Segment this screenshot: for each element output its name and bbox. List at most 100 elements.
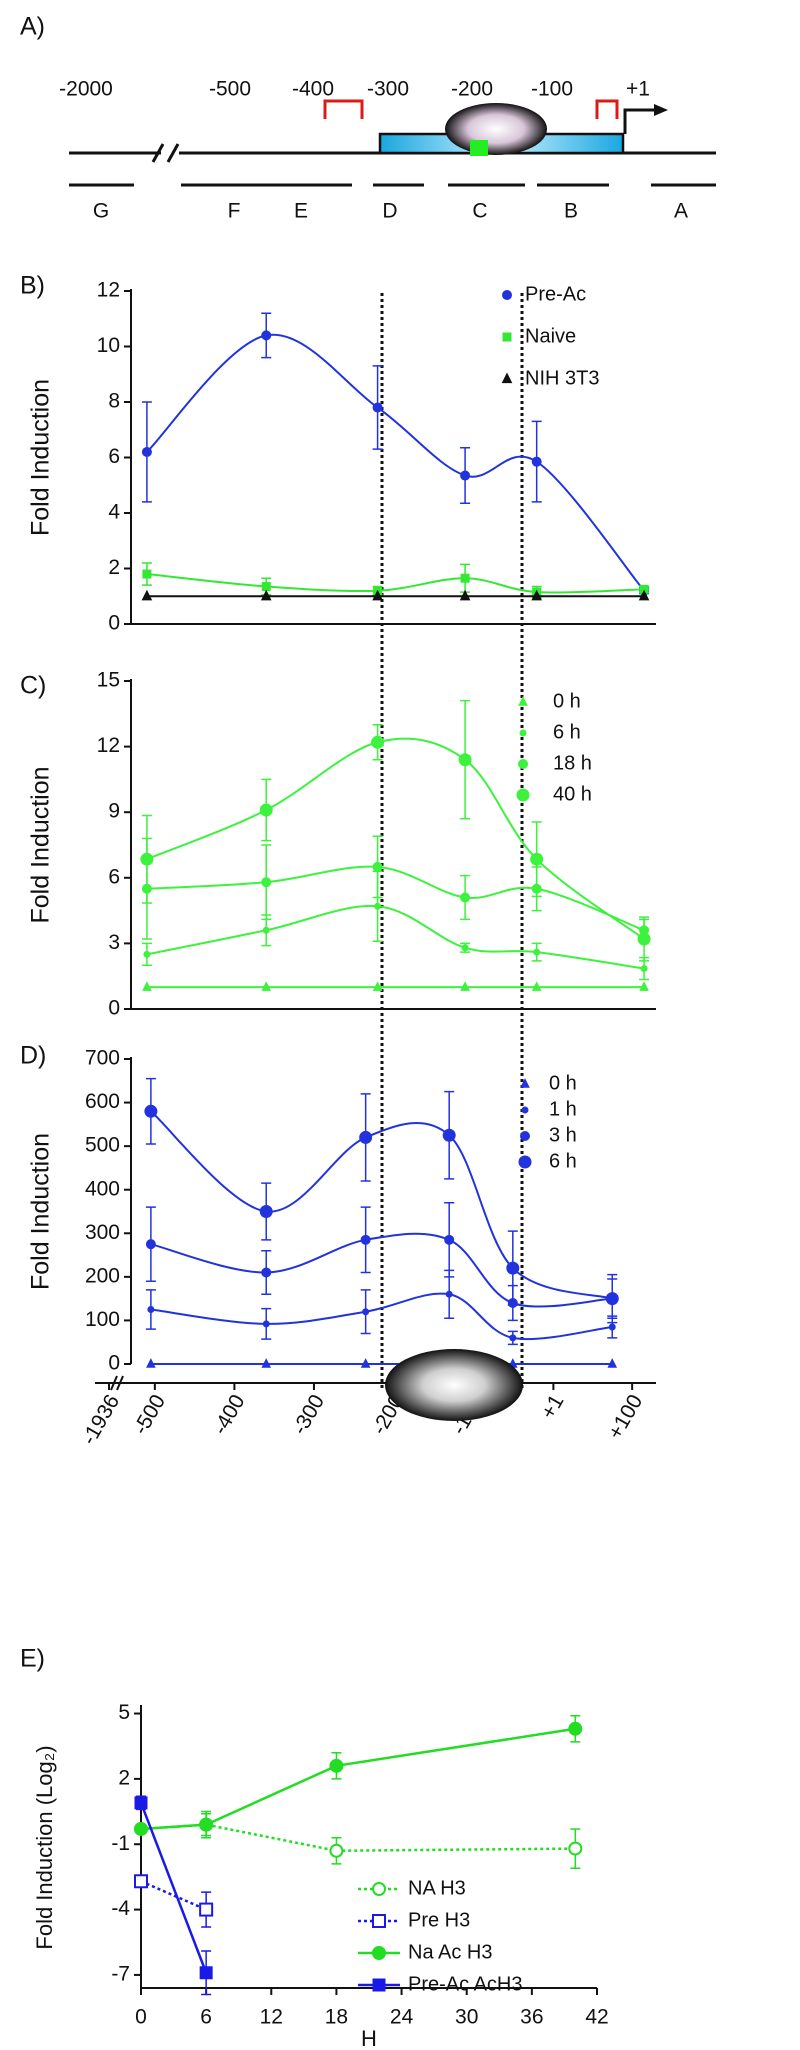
legend-label: Na Ac H3 [408, 1941, 492, 1963]
marker [518, 1155, 532, 1169]
y-tick-label: 0 [108, 612, 120, 635]
marker [262, 926, 270, 934]
y-tick-label: 0 [108, 1352, 120, 1375]
marker [259, 803, 273, 817]
marker [371, 735, 385, 749]
x-tick-label: 12 [260, 2006, 283, 2029]
marker [147, 1306, 155, 1314]
marker [372, 981, 383, 991]
region-label: D [382, 200, 397, 223]
y-tick-label: 400 [85, 1177, 120, 1200]
break-mark [151, 143, 165, 163]
primer-bracket [595, 99, 619, 119]
primer-bracket [323, 99, 364, 119]
legend-label: NIH 3T3 [525, 367, 599, 389]
marker [502, 332, 512, 342]
region-label: E [294, 200, 308, 223]
x-tick-label: 36 [520, 2006, 543, 2029]
legend-label: 18 h [553, 752, 592, 774]
y-tick-label: 300 [85, 1221, 120, 1244]
x-tick-label: -400 [209, 1391, 250, 1439]
promoter-diagram: A) -2000 -500 -400 -300 -200 -100 +1 G F E D C B A [20, 13, 716, 223]
y-tick-label: 2 [108, 556, 120, 579]
y-tick-label: 100 [85, 1308, 120, 1331]
position-label: -500 [209, 78, 251, 101]
position-label: -400 [292, 78, 334, 101]
y-tick-label: 15 [97, 669, 120, 692]
x-axis-title: H [361, 2026, 377, 2050]
marker [445, 1290, 453, 1298]
series-line [146, 737, 645, 940]
marker [637, 932, 651, 946]
y-tick-label: 600 [85, 1090, 120, 1113]
marker [261, 877, 272, 888]
marker [134, 1874, 148, 1889]
marker [374, 902, 382, 910]
marker [442, 1128, 456, 1142]
marker [372, 1882, 386, 1896]
marker [460, 892, 471, 903]
marker [460, 470, 471, 481]
series-line [150, 1292, 613, 1341]
marker [145, 1239, 156, 1250]
x-tick-label: 0 [135, 2006, 147, 2029]
marker [260, 589, 272, 601]
y-tick-label: 10 [97, 334, 120, 357]
marker [141, 446, 152, 457]
marker [199, 1966, 213, 1980]
y-tick-label: 700 [85, 1047, 120, 1070]
region-label: G [93, 200, 109, 223]
series-line [150, 1232, 613, 1308]
marker [372, 1946, 386, 1960]
y-tick-label: 2 [118, 1766, 130, 1789]
marker [143, 950, 151, 958]
y-tick-label: 6 [108, 445, 120, 468]
marker [372, 589, 383, 601]
marker [142, 981, 152, 991]
y-axis-title: Fold Induction [27, 766, 55, 923]
x-tick-label: +1 [537, 1391, 569, 1423]
y-axis-title: Fold Induction (Log₂) [32, 1745, 57, 1949]
marker [199, 1902, 214, 1917]
break-mark [166, 143, 180, 163]
position-label: -100 [531, 78, 573, 101]
marker [261, 1358, 272, 1368]
y-axis-title: Fold Induction [27, 1133, 55, 1290]
marker [638, 589, 650, 601]
marker [329, 1843, 344, 1858]
marker [261, 582, 271, 592]
marker [608, 1323, 616, 1331]
marker [460, 981, 470, 991]
tss-arrowhead [654, 104, 668, 116]
y-tick-label: 8 [108, 390, 120, 413]
legend-label: 6 h [553, 721, 581, 743]
legend-label: NA H3 [408, 1877, 466, 1899]
y-tick-label: -4 [111, 1897, 130, 1920]
panel-label: E) [20, 1645, 45, 1673]
marker [461, 944, 469, 952]
marker [141, 589, 153, 601]
marker [520, 1131, 530, 1141]
x-tick-label: -300 [288, 1391, 329, 1439]
marker [142, 569, 152, 579]
marker [568, 1841, 583, 1856]
marker [521, 1106, 529, 1114]
nucleosome [445, 103, 547, 155]
region-label: C [472, 200, 487, 223]
marker [360, 1234, 371, 1245]
marker [531, 456, 542, 467]
legend-label: 1 h [549, 1098, 577, 1120]
marker [360, 1358, 371, 1368]
marker [134, 1796, 148, 1810]
y-tick-label: 200 [85, 1264, 120, 1287]
panel-label: A) [20, 13, 45, 41]
y-tick-label: 12 [97, 734, 120, 757]
marker [501, 372, 513, 384]
series-line [146, 865, 645, 932]
marker [199, 1817, 214, 1832]
region-label: B [564, 200, 578, 223]
position-label: +1 [626, 78, 650, 101]
x-tick-label: 24 [390, 2006, 414, 2029]
y-tick-label: 500 [85, 1134, 120, 1157]
